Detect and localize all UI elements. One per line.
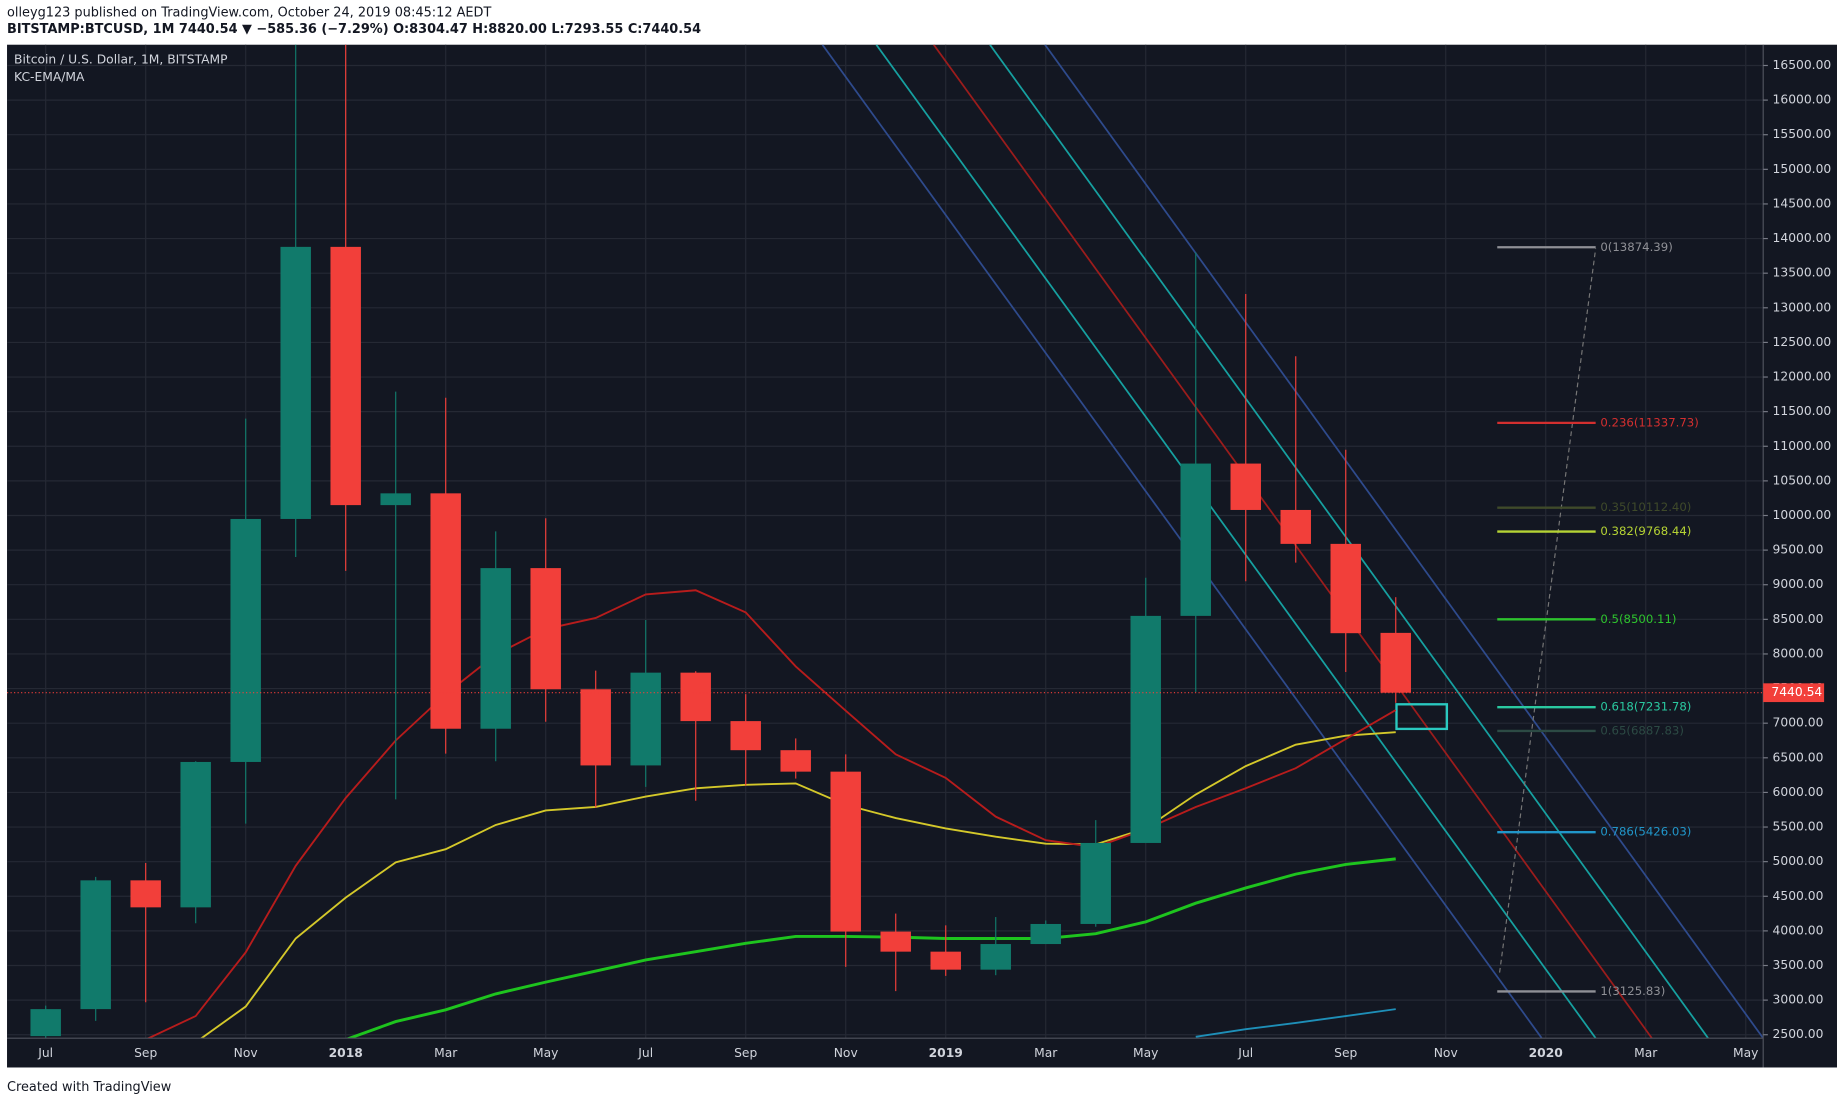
candle-body [980,944,1011,970]
x-tick-label: May [1133,1046,1158,1060]
y-tick-label: 12500.00 [1773,335,1832,349]
y-tick-label: 11500.00 [1773,404,1832,418]
y-tick-label: 7000.00 [1773,716,1824,730]
y-tick-label: 9500.00 [1773,543,1824,557]
x-tick-label: Jul [37,1046,53,1060]
candle-body [1230,463,1261,510]
candle-body [830,771,861,932]
candle-body [330,246,361,506]
candle-body [1330,543,1361,634]
candle-body [480,568,511,729]
candle-body [30,1009,61,1037]
x-tick-label: Mar [1634,1046,1658,1060]
y-tick-label: 11000.00 [1773,439,1832,453]
y-tick-label: 3000.00 [1773,993,1824,1007]
candle-body [580,689,611,766]
y-tick-label: 12000.00 [1773,370,1832,384]
legend-indicator: KC-EMA/MA [14,70,85,84]
x-tick-label: 2020 [1529,1046,1563,1060]
fib-label: 0.5(8500.11) [1600,612,1676,626]
candle-body [1030,923,1061,945]
candle-body [1280,509,1311,544]
y-tick-label: 3500.00 [1773,958,1824,972]
x-tick-label: Mar [1034,1046,1058,1060]
fib-label: 0.618(7231.78) [1600,700,1691,714]
y-tick-label: 15500.00 [1773,127,1832,141]
y-tick-label: 8500.00 [1773,612,1824,626]
candle-body [80,880,111,1010]
y-tick-label: 16000.00 [1773,93,1832,107]
last-price-tag [1763,683,1825,703]
candle-body [780,750,811,772]
y-tick-label: 10500.00 [1773,473,1832,487]
candle-body [630,672,661,766]
overlay-line [199,731,1396,1039]
candle-body [530,568,561,690]
y-tick-label: 9000.00 [1773,577,1824,591]
legend-title: Bitcoin / U.S. Dollar, 1M, BITSTAMP [14,52,228,66]
x-tick-label: 2018 [329,1046,363,1060]
x-tick-label: Nov [834,1046,858,1060]
y-tick-label: 2500.00 [1773,1027,1824,1041]
x-tick-label: Jul [637,1046,653,1060]
y-tick-label: 14500.00 [1773,196,1832,210]
y-tick-label: 6000.00 [1773,785,1824,799]
last-price-label: 7440.54 [1771,685,1822,699]
chart-bg [7,44,1837,1068]
candle-body [1380,632,1411,693]
fib-label: 0.35(10112.40) [1600,500,1691,514]
symbol-line: BITSTAMP:BTCUSD, 1M 7440.54 ▼ −585.36 (−… [7,22,701,37]
y-tick-label: 8000.00 [1773,646,1824,660]
candle-body [180,761,211,908]
y-tick-label: 10000.00 [1773,508,1832,522]
overlay-line [345,857,1396,1039]
candle-body [1180,463,1211,616]
y-tick-label: 13500.00 [1773,266,1832,280]
overlay-line [146,589,1397,1039]
candle-body [130,880,161,908]
candle-body [880,931,911,952]
candle-body [230,518,261,762]
candle-body [430,493,461,729]
y-tick-label: 4500.00 [1773,889,1824,903]
overlay-line [1195,1008,1396,1038]
x-tick-label: May [533,1046,558,1060]
fib-label: 0.65(6887.83) [1600,723,1684,737]
y-tick-label: 5000.00 [1773,854,1824,868]
y-tick-label: 13000.00 [1773,300,1832,314]
candle-body [280,246,311,519]
fib-label: 0(13874.39) [1600,240,1672,254]
x-tick-label: 2019 [929,1046,963,1060]
plot: 0(13874.39) 0.236(11337.73) 0.35(10112.40)… [30,44,1764,1039]
fib-label: 1(3125.83) [1600,984,1665,998]
candle-body [930,951,961,970]
x-tick-label: Nov [1434,1046,1458,1060]
candle-body [1130,615,1161,843]
x-tick-label: Sep [734,1046,757,1060]
x-tick-label: Mar [434,1046,458,1060]
candle-body [680,672,711,722]
candle-body [380,493,411,506]
y-tick-label: 6500.00 [1773,750,1824,764]
x-tick-label: Sep [1334,1046,1357,1060]
y-tick-label: 14000.00 [1773,231,1832,245]
x-tick-label: Nov [234,1046,258,1060]
header: olleyg123 published on TradingView.com, … [7,6,491,21]
y-tick-label: 15000.00 [1773,162,1832,176]
y-tick-label: 4000.00 [1773,923,1824,937]
y-tick-label: 5500.00 [1773,820,1824,834]
candle-body [1080,842,1111,924]
fib-label: 0.382(9768.44) [1600,524,1691,538]
y-tick-label: 16500.00 [1773,58,1832,72]
x-tick-label: Sep [134,1046,157,1060]
footer: Created with TradingView [7,1080,171,1095]
x-tick-label: May [1733,1046,1758,1060]
candle-body [730,721,761,751]
x-tick-label: Jul [1237,1046,1253,1060]
fib-label: 0.236(11337.73) [1600,415,1698,429]
fib-label: 0.786(5426.03) [1600,825,1691,839]
